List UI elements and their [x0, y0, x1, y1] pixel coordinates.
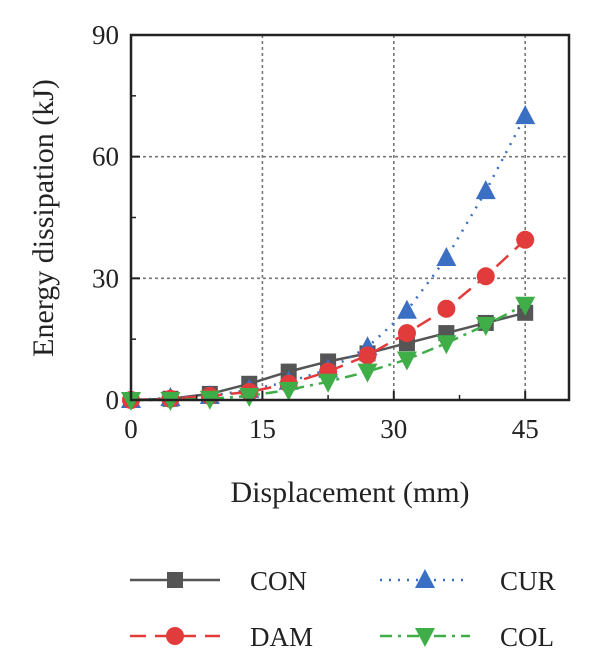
- legend-label-dam: DAM: [250, 622, 313, 652]
- legend-item-con: CON: [130, 566, 307, 596]
- legend-label-cur: CUR: [500, 566, 556, 596]
- y-axis-title: Energy dissipation (kJ): [27, 79, 60, 357]
- x-tick-label: 15: [249, 414, 276, 444]
- x-tick-label: 30: [380, 414, 407, 444]
- data-point-col: [396, 351, 417, 371]
- y-tick-label: 30: [92, 263, 119, 293]
- legend-item-dam: DAM: [130, 622, 313, 652]
- y-tick-label: 0: [106, 385, 120, 415]
- data-point-col: [239, 387, 260, 407]
- data-point-cur: [436, 247, 457, 267]
- x-tick-label: 0: [124, 414, 138, 444]
- data-point-col: [436, 335, 457, 355]
- y-tick-label: 60: [92, 142, 119, 172]
- data-point-dam: [397, 324, 416, 343]
- data-point-col: [278, 381, 299, 401]
- x-tick-label: 45: [512, 414, 539, 444]
- data-point-col: [357, 363, 378, 383]
- axis-ticks: 0 15 30 45 0 30 60 90: [92, 20, 539, 444]
- data-point-col: [475, 316, 496, 336]
- legend: CON CUR DAM COL: [130, 566, 556, 652]
- series-cur: [121, 105, 536, 408]
- data-point-cur: [515, 105, 536, 125]
- data-point-col: [515, 296, 536, 316]
- y-tick-label: 90: [92, 20, 119, 50]
- plot-frame: [129, 33, 571, 402]
- legend-label-col: COL: [500, 622, 554, 652]
- legend-item-col: COL: [380, 622, 554, 652]
- x-axis-title: Displacement (mm): [230, 476, 469, 509]
- grid-lines: [131, 35, 569, 400]
- data-point-dam: [476, 267, 495, 286]
- data-point-cur: [475, 180, 496, 200]
- data-point-cur: [396, 299, 417, 319]
- data-point-dam: [437, 299, 456, 318]
- legend-marker-cur: [415, 569, 435, 588]
- legend-label-con: CON: [250, 566, 307, 596]
- legend-marker-dam: [166, 627, 184, 645]
- plot-series: [121, 105, 536, 411]
- data-point-dam: [516, 230, 535, 249]
- data-point-dam: [358, 346, 377, 365]
- data-point-col: [318, 373, 339, 393]
- data-point-col: [160, 392, 181, 411]
- legend-marker-col: [415, 628, 435, 647]
- legend-item-cur: CUR: [380, 566, 556, 596]
- legend-marker-con: [167, 572, 183, 588]
- data-point-col: [121, 392, 141, 411]
